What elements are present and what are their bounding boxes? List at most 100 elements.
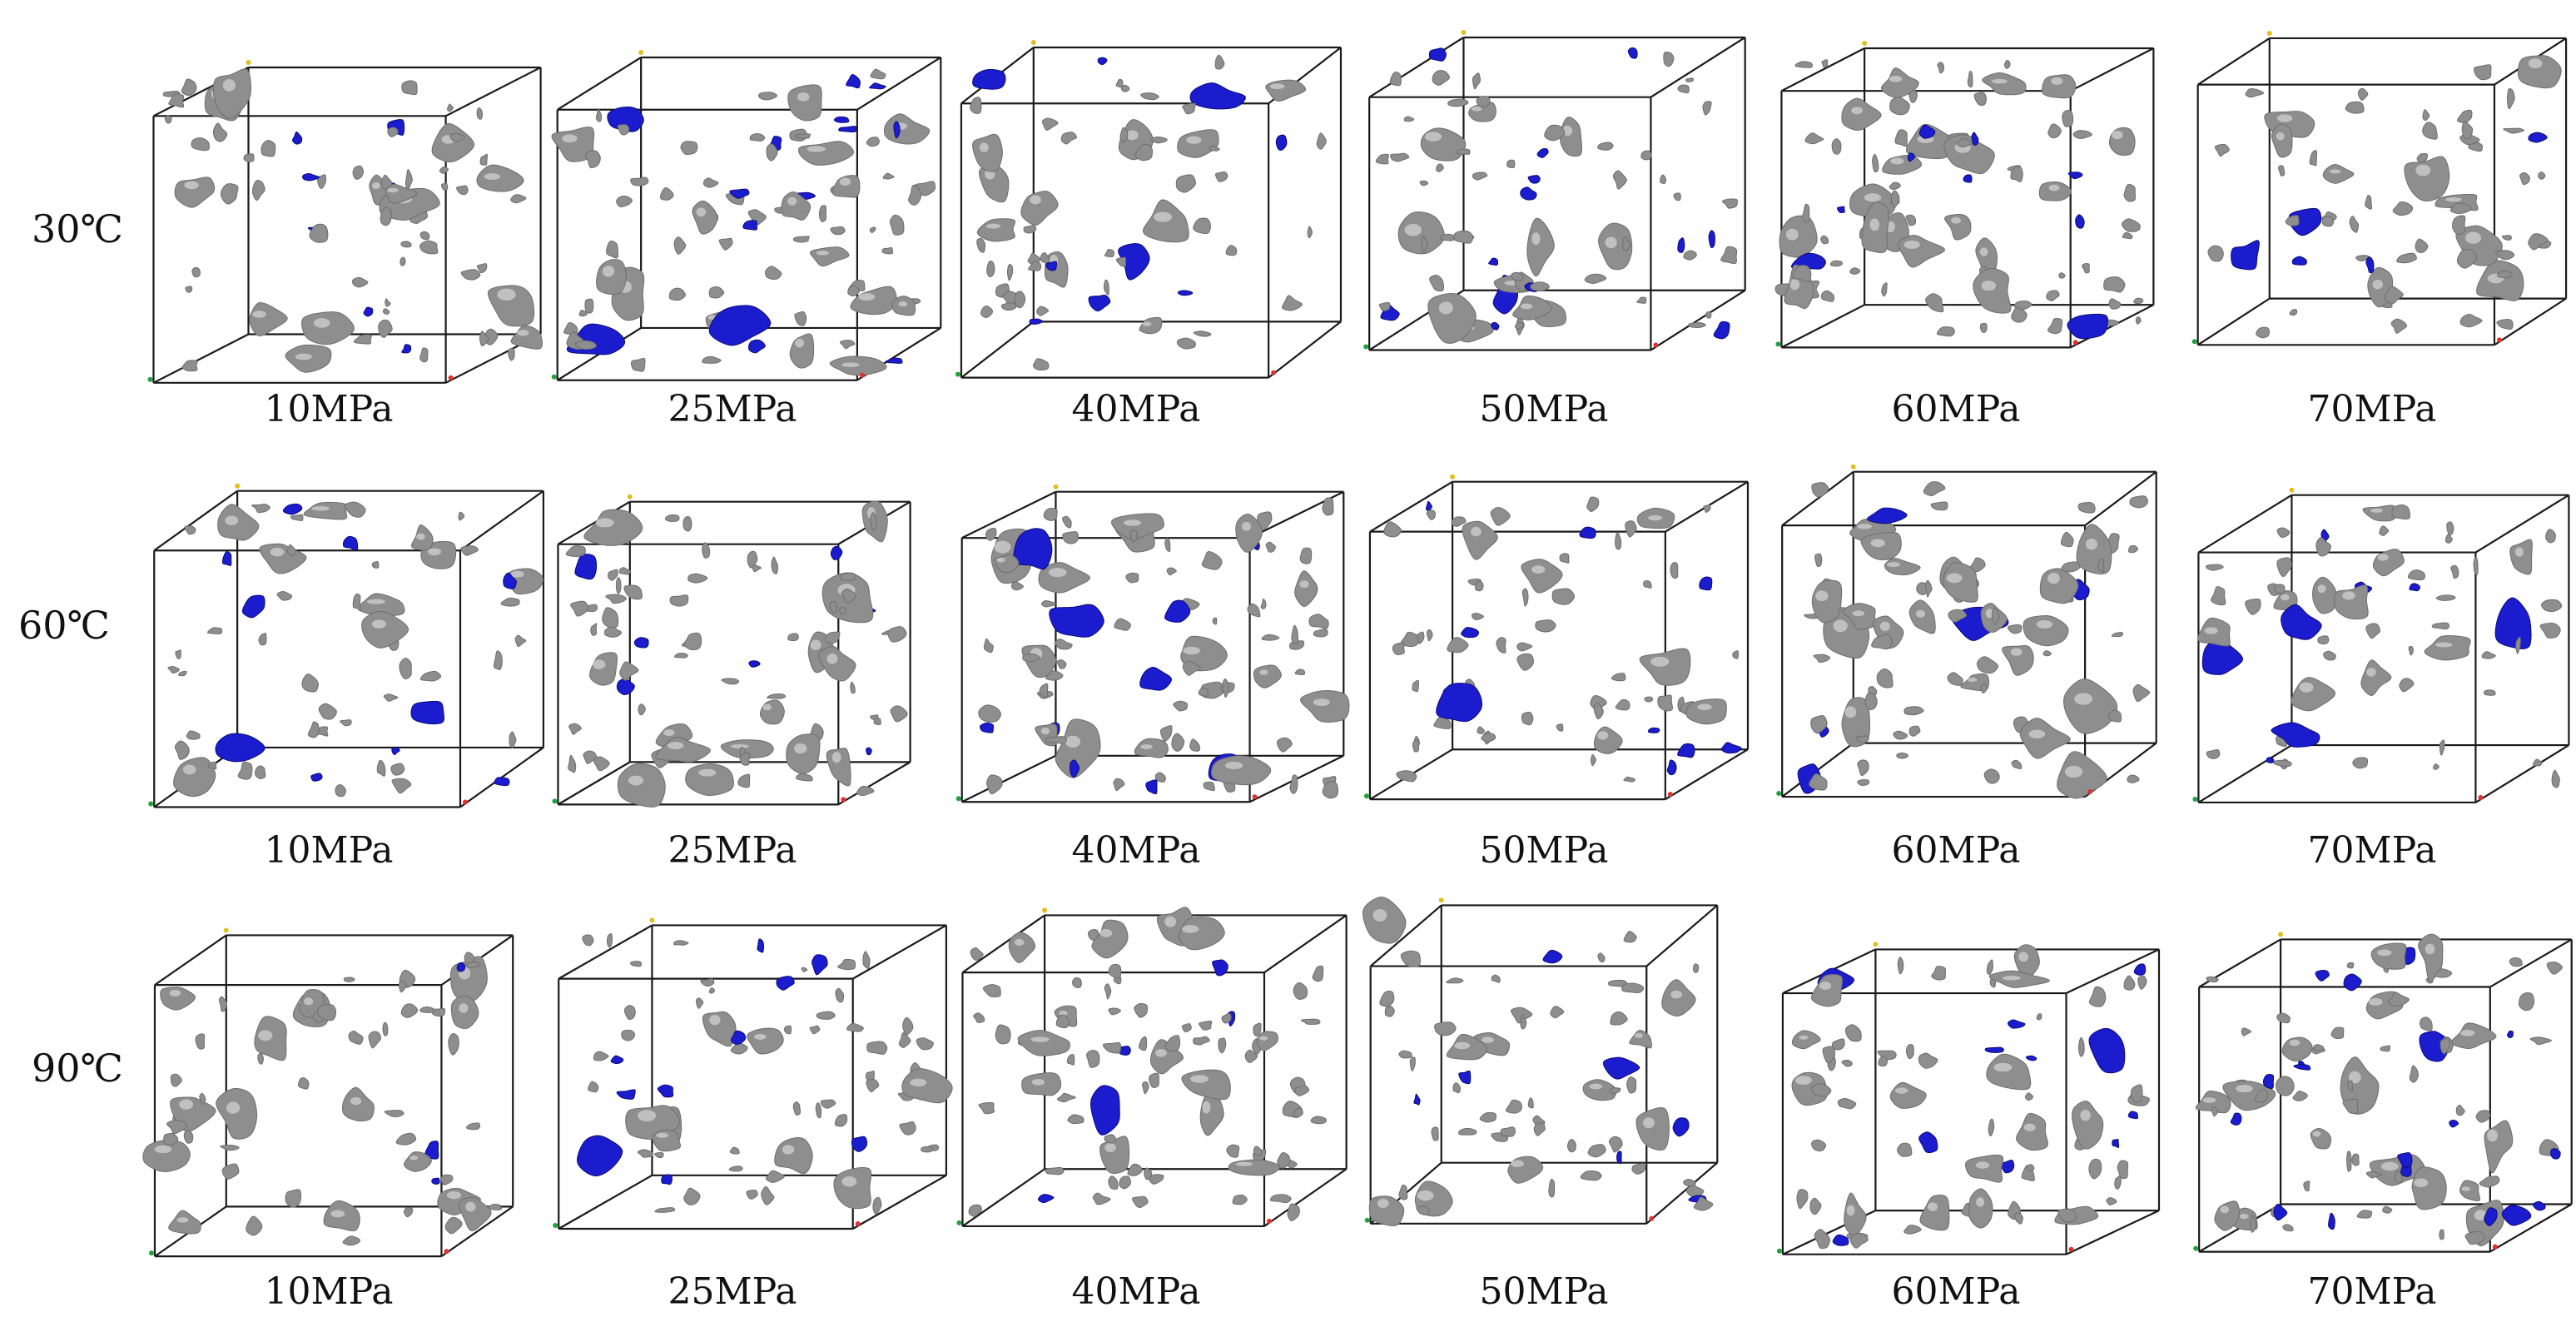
pore-gray (317, 174, 326, 189)
pore-gray (1535, 619, 1556, 633)
pore-gray (1476, 96, 1491, 108)
pore-blue (1139, 667, 1172, 691)
pore-highlight (795, 338, 805, 348)
pore-gray (1131, 1195, 1149, 1209)
pore-gray (1844, 1024, 1862, 1042)
pore-cluster (162, 68, 543, 373)
pore-gray (479, 331, 489, 347)
pore-gray (1871, 634, 1893, 650)
pore-gray (1164, 1035, 1181, 1052)
pore-gray (1721, 198, 1739, 209)
cube-frame (2196, 37, 2568, 346)
pore-blue (980, 722, 995, 733)
pore-network-rendering (142, 927, 514, 1258)
pore-gray (786, 733, 821, 774)
pore-gray (1850, 1233, 1869, 1249)
pore-gray (1897, 1142, 1913, 1157)
pore-gray (1931, 966, 1947, 981)
pore-gray (399, 658, 412, 680)
pore-gray (1948, 609, 1968, 623)
axis-z-marker (2192, 796, 2198, 802)
pore-gray (1316, 132, 1327, 150)
pore-gray (2063, 678, 2118, 734)
pore-gray (301, 311, 355, 345)
pore-gray (1530, 281, 1550, 291)
pore-highlight (1438, 301, 1453, 315)
cube-panel: 60MPa (1760, 907, 2161, 1320)
pore-gray (841, 588, 856, 604)
pore-blue (1013, 528, 1053, 570)
pore-gray (749, 133, 766, 142)
pore-highlight (1815, 590, 1829, 602)
pore-gray (787, 633, 799, 642)
pore-gray (1247, 603, 1261, 618)
pore-network-rendering (1776, 464, 2157, 799)
pore-gray (2127, 774, 2140, 783)
pore-gray (167, 665, 180, 673)
pore-gray (2027, 1164, 2035, 1172)
pore-gray (1398, 1184, 1408, 1200)
pore-gray (565, 545, 586, 557)
pore-gray (440, 1174, 454, 1185)
pore-highlight (2010, 648, 2023, 657)
pore-gray (1686, 1185, 1705, 1197)
pore-gray (1085, 1050, 1100, 1068)
cube-panel: 25MPa (537, 25, 942, 437)
pore-gray (217, 504, 260, 541)
pore-gray (1979, 322, 1988, 333)
pore-network-rendering (147, 59, 543, 384)
pore-gray (166, 1120, 188, 1135)
cube-panel: 10MPa (133, 25, 543, 437)
pore-gray (2446, 521, 2454, 536)
pore-gray (669, 594, 689, 607)
pore-gray (568, 754, 577, 773)
pore-gray (2528, 233, 2549, 251)
pore-gray (2108, 127, 2136, 156)
pore-gray (774, 1137, 813, 1175)
pore-gray (870, 68, 886, 80)
pore-highlight (313, 318, 330, 328)
pore-gray (2357, 87, 2369, 101)
pore-gray (2391, 504, 2410, 520)
pore-highlight (797, 92, 810, 102)
pore-gray (1516, 653, 1534, 671)
pore-gray (766, 143, 778, 162)
pore-highlight (1142, 321, 1152, 326)
pore-gray (1610, 1011, 1628, 1026)
pore-highlight (2372, 279, 2383, 290)
pore-blue (2273, 1204, 2288, 1221)
pore-gray (1813, 654, 1830, 663)
cube-panel: 10MPa (133, 466, 545, 878)
axis-y-marker (2266, 30, 2272, 36)
pore-blue (1971, 132, 1979, 146)
pore-highlight (2435, 642, 2453, 648)
pore-highlight (1927, 1202, 1938, 1211)
pore-gray (2439, 1229, 2444, 1240)
pore-gray (2010, 166, 2023, 183)
pore-gray (1201, 551, 1223, 570)
pore-gray (1412, 739, 1420, 753)
pore-gray (398, 981, 408, 993)
pore-gray (2078, 1036, 2085, 1057)
axis-x-marker (1653, 342, 1659, 348)
pore-highlight (1605, 236, 1617, 249)
pore-gray (2276, 557, 2292, 578)
pore-gray (968, 1204, 982, 1217)
pore-gray (881, 246, 894, 255)
pore-blue (1542, 949, 1563, 964)
pore-gray (2351, 1153, 2360, 1166)
pore-gray (767, 693, 787, 699)
pore-gray (1139, 316, 1163, 335)
row-temperature-label: 90℃ (32, 1046, 123, 1091)
pore-gray (1134, 1002, 1149, 1018)
pore-gray (419, 231, 430, 241)
pore-gray (1597, 952, 1606, 963)
pore-gray (1811, 1139, 1827, 1152)
pore-gray (2206, 976, 2219, 983)
pore-gray (1692, 963, 1700, 973)
pore-gray (1211, 755, 1272, 786)
pore-gray (618, 567, 631, 575)
pore-blue (2266, 757, 2275, 764)
pore-gray (2434, 968, 2453, 978)
pore-gray (1980, 683, 1988, 694)
